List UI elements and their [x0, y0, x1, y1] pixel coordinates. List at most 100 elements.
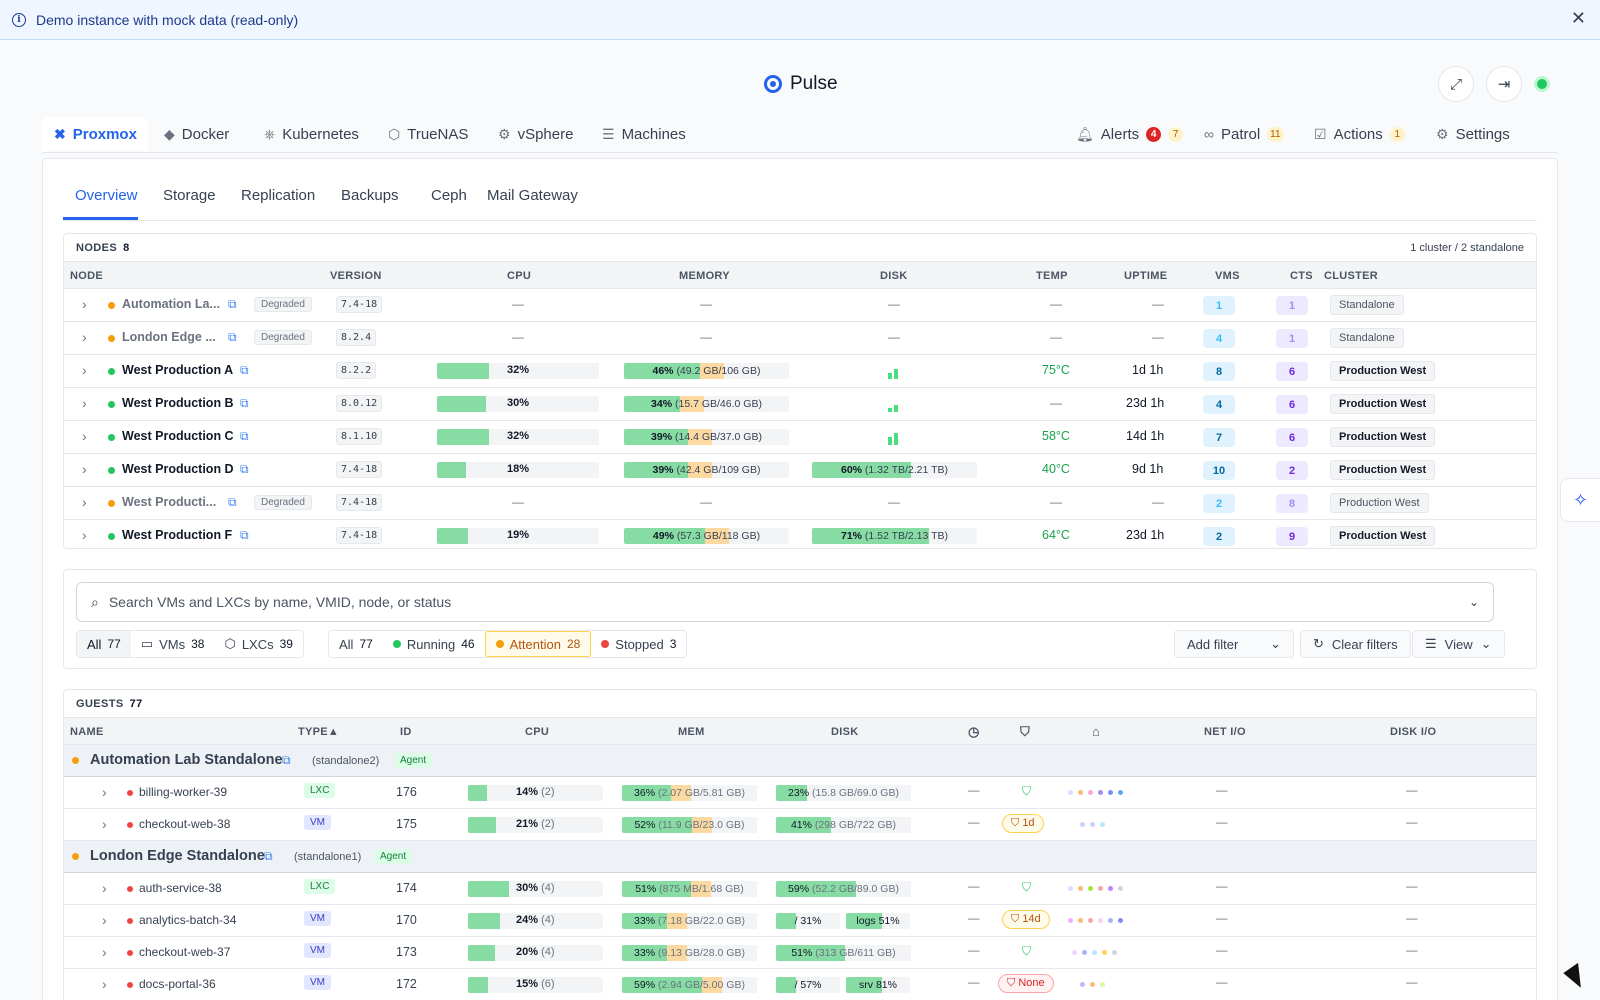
- guest-row[interactable]: › docs-portal-36 VM 172 15% (6) 59% (2.94 GB/…: [64, 969, 1536, 1000]
- col-type[interactable]: TYPE▲: [298, 726, 340, 738]
- tag-dots[interactable]: [1068, 918, 1123, 923]
- ct-count-badge[interactable]: 6: [1276, 362, 1308, 381]
- guest-name[interactable]: docs-portal-36: [139, 977, 216, 991]
- tab-machines[interactable]: ☰ Machines: [590, 117, 698, 151]
- col-id[interactable]: ID: [400, 726, 412, 738]
- status-running[interactable]: Running 46: [383, 631, 485, 657]
- vm-count-badge[interactable]: 8: [1203, 362, 1235, 381]
- node-name[interactable]: West Production A: [122, 363, 234, 377]
- col-cluster[interactable]: CLUSTER: [1324, 270, 1379, 282]
- node-row[interactable]: › West Production F ⧉ 7.4-18 19% 49% (57.3 GB…: [64, 520, 1536, 548]
- col-cts[interactable]: CTS: [1290, 270, 1313, 282]
- col-disk[interactable]: DISK: [831, 726, 859, 738]
- tag-dots[interactable]: [1080, 982, 1105, 987]
- node-name[interactable]: West Production B: [122, 396, 234, 410]
- external-link-icon[interactable]: ⧉: [240, 528, 249, 542]
- subtab-overview[interactable]: Overview: [75, 187, 138, 204]
- guest-row[interactable]: › analytics-batch-34 VM 170 24% (4) 33% (7.18…: [64, 905, 1536, 937]
- external-link-icon[interactable]: ⧉: [228, 330, 237, 344]
- vm-count-badge[interactable]: 4: [1203, 395, 1235, 414]
- col-memory[interactable]: MEMORY: [679, 270, 730, 282]
- chevron-right-icon[interactable]: ›: [102, 816, 107, 832]
- external-link-icon[interactable]: ⧉: [240, 396, 249, 410]
- tag-dots[interactable]: [1068, 790, 1123, 795]
- col-net-io[interactable]: NET I/O: [1204, 726, 1246, 738]
- type-lxcs[interactable]: ⬡ LXCs 39: [214, 631, 303, 657]
- shield-icon[interactable]: ⛉: [1020, 724, 1031, 739]
- col-mem[interactable]: MEM: [678, 726, 705, 738]
- vm-count-badge[interactable]: 4: [1203, 329, 1235, 348]
- tab-truenas[interactable]: ⬡ TrueNAS: [376, 117, 480, 151]
- guest-name[interactable]: checkout-web-38: [139, 817, 231, 831]
- search-box[interactable]: ⌕ Search VMs and LXCs by name, VMID, nod…: [76, 582, 1494, 622]
- chevron-right-icon[interactable]: ›: [82, 362, 87, 378]
- backup-age-badge[interactable]: ⛉ 1d: [1002, 814, 1044, 833]
- chevron-right-icon[interactable]: ›: [102, 912, 107, 928]
- tab-settings[interactable]: ⚙ Settings: [1424, 117, 1522, 151]
- col-version[interactable]: VERSION: [330, 270, 382, 282]
- node-group-header[interactable]: London Edge Standalone ⧉ (standalone1) Agen…: [64, 841, 1536, 873]
- guest-row[interactable]: › checkout-web-37 VM 173 20% (4) 33% (9.13 GB…: [64, 937, 1536, 969]
- chevron-right-icon[interactable]: ›: [102, 880, 107, 896]
- node-name[interactable]: West Production F: [122, 528, 233, 542]
- node-row[interactable]: › Automation La... ⧉ Degraded 7.4-18 — — — — — 1 1 S…: [64, 289, 1536, 322]
- tag-dots[interactable]: [1080, 822, 1105, 827]
- node-row[interactable]: › West Production B ⧉ 8.0.12 30% 34% (15.7 GB…: [64, 388, 1536, 421]
- node-row[interactable]: › West Producti... ⧉ Degraded 7.4-18 — — — — — 2 8 P…: [64, 487, 1536, 520]
- clock-icon[interactable]: ◷: [968, 724, 980, 739]
- ct-count-badge[interactable]: 2: [1276, 461, 1308, 480]
- chevron-right-icon[interactable]: ›: [102, 784, 107, 800]
- tag-icon[interactable]: ⌂: [1092, 724, 1101, 739]
- subtab-storage[interactable]: Storage: [163, 187, 216, 204]
- chevron-right-icon[interactable]: ›: [82, 494, 87, 510]
- chevron-right-icon[interactable]: ›: [82, 395, 87, 411]
- external-link-icon[interactable]: ⧉: [240, 363, 249, 377]
- chevron-right-icon[interactable]: ›: [82, 461, 87, 477]
- tab-vsphere[interactable]: ⚙ vSphere: [486, 117, 585, 151]
- external-link-icon[interactable]: ⧉: [264, 849, 273, 863]
- col-temp[interactable]: TEMP: [1036, 270, 1068, 282]
- type-vms[interactable]: ▭ VMs 38: [131, 631, 215, 657]
- subtab-backups[interactable]: Backups: [341, 187, 399, 204]
- col-vms[interactable]: VMS: [1215, 270, 1240, 282]
- backup-ok-icon[interactable]: ⛉: [1022, 880, 1032, 894]
- external-link-icon[interactable]: ⧉: [240, 462, 249, 476]
- tab-alerts[interactable]: 🔔︎ Alerts 4 7: [1064, 117, 1195, 151]
- status-attention[interactable]: Attention 28: [484, 631, 592, 657]
- chevron-right-icon[interactable]: ›: [82, 296, 87, 312]
- external-link-icon[interactable]: ⧉: [228, 495, 237, 509]
- vm-count-badge[interactable]: 10: [1203, 461, 1235, 480]
- node-row[interactable]: › West Production A ⧉ 8.2.2 32% 46% (49.2 GB/…: [64, 355, 1536, 388]
- ai-assistant-button[interactable]: ✧: [1560, 478, 1600, 522]
- logout-button[interactable]: ⇥: [1486, 66, 1522, 102]
- guest-row[interactable]: › billing-worker-39 LXC 176 14% (2) 36% (2.07…: [64, 777, 1536, 809]
- add-filter-select[interactable]: Add filter ⌄: [1174, 630, 1294, 658]
- tab-docker[interactable]: ◆ Docker: [152, 117, 241, 151]
- chevron-down-icon[interactable]: ⌄: [1468, 595, 1479, 609]
- col-node[interactable]: NODE: [70, 270, 103, 282]
- col-cpu[interactable]: CPU: [507, 270, 532, 282]
- subtab-replication[interactable]: Replication: [241, 187, 316, 204]
- node-name[interactable]: West Production C: [122, 429, 234, 443]
- vm-count-badge[interactable]: 2: [1203, 527, 1235, 546]
- type-all[interactable]: All 77: [77, 631, 131, 657]
- clear-filters-button[interactable]: ↻ Clear filters: [1300, 630, 1411, 658]
- node-name[interactable]: West Producti...: [122, 495, 217, 509]
- node-name[interactable]: London Edge ...: [122, 330, 216, 344]
- search-input[interactable]: Search VMs and LXCs by name, VMID, node,…: [108, 594, 452, 610]
- chevron-right-icon[interactable]: ›: [102, 976, 107, 992]
- guest-name[interactable]: analytics-batch-34: [139, 913, 237, 927]
- ct-count-badge[interactable]: 8: [1276, 494, 1308, 513]
- chevron-right-icon[interactable]: ›: [102, 944, 107, 960]
- node-name[interactable]: West Production D: [122, 462, 234, 476]
- tab-patrol[interactable]: ∞ Patrol 11: [1192, 117, 1296, 151]
- guest-row[interactable]: › auth-service-38 LXC 174 30% (4) 51% (875 MB…: [64, 873, 1536, 905]
- external-link-icon[interactable]: ⧉: [282, 753, 291, 767]
- subtab-mail-gateway[interactable]: Mail Gateway: [487, 187, 578, 204]
- col-name[interactable]: NAME: [70, 726, 104, 738]
- node-name[interactable]: Automation La...: [122, 297, 220, 311]
- node-row[interactable]: › West Production C ⧉ 8.1.10 32% 39% (14.4 GB…: [64, 421, 1536, 454]
- view-menu-button[interactable]: ☰ View ⌄: [1412, 630, 1505, 658]
- col-disk-io[interactable]: DISK I/O: [1390, 726, 1437, 738]
- guest-row[interactable]: › checkout-web-38 VM 175 21% (2) 52% (11.9 GB…: [64, 809, 1536, 841]
